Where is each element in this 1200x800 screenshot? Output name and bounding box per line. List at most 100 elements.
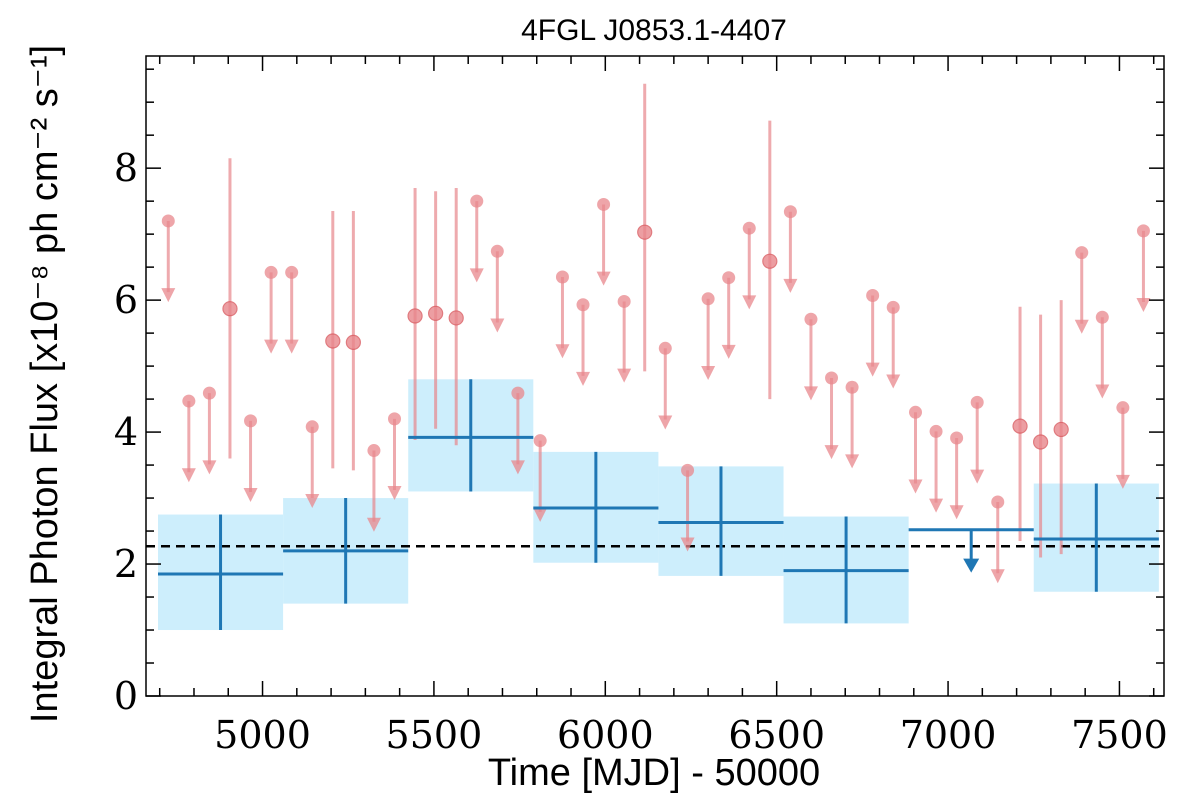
short-bin-point: [762, 253, 778, 269]
short-bin-point: [929, 424, 943, 438]
short-bin-point: [244, 414, 258, 428]
short-bin-upper-limit-arrow: [949, 505, 964, 520]
short-bin-point: [470, 194, 484, 208]
short-bin-point: [264, 265, 278, 279]
short-bin-point: [285, 265, 299, 279]
short-bin-point: [428, 305, 444, 321]
short-bin-point: [182, 394, 196, 408]
short-bin-point: [1116, 401, 1130, 415]
x-tick-label: 5000: [214, 713, 311, 757]
short-bin-point: [681, 463, 695, 477]
short-bin-upper-limit-arrow: [1136, 298, 1151, 313]
short-bin-upper-limit-arrow: [803, 386, 818, 401]
short-bin-point: [783, 205, 797, 219]
short-bin-point: [305, 420, 319, 434]
short-bin-point: [1075, 246, 1089, 260]
short-bin-upper-limit-arrow: [908, 479, 923, 494]
short-bin-upper-limit-arrow: [305, 493, 320, 508]
short-bin-upper-limit-arrow: [742, 295, 757, 310]
short-bin-point: [1033, 434, 1049, 450]
short-bin-upper-limit-arrow: [701, 365, 716, 380]
short-bin-upper-limit-arrow: [555, 344, 570, 359]
axis-ticks: 5000 5500 6000 6500 7000 7500 0 2 4 6 8: [114, 56, 1168, 757]
long-bin-upper-limit-arrow: [963, 558, 980, 573]
short-bin-point: [533, 434, 547, 448]
short-bin-point: [908, 405, 922, 419]
short-bin-upper-limit-arrow: [533, 507, 548, 522]
short-bin-point: [742, 221, 756, 235]
short-bin-point: [866, 289, 880, 303]
plot-area: [146, 83, 1164, 631]
short-bin-upper-limit-arrow: [824, 445, 839, 460]
short-bin-point: [637, 224, 653, 240]
short-bin-upper-limit-arrow: [510, 460, 525, 475]
short-bin-point: [970, 395, 984, 409]
short-bin-upper-limit-arrow: [264, 339, 279, 354]
short-bin-upper-limit-arrow: [576, 371, 591, 386]
short-bin-upper-limit-arrow: [1095, 384, 1110, 399]
short-bin-upper-limit-arrow: [469, 268, 484, 283]
short-bin-point: [1053, 421, 1069, 438]
short-bin-upper-limit-arrow: [1115, 474, 1130, 489]
short-bin-point: [991, 495, 1005, 509]
short-bin-upper-limit-arrow: [929, 498, 944, 513]
short-bin-upper-limit-arrow: [990, 569, 1005, 584]
short-bin-point: [658, 341, 672, 355]
x-tick-label: 6500: [728, 713, 825, 757]
short-bin-point: [202, 386, 216, 400]
plot-frame: [145, 55, 1165, 697]
short-bin-upper-limit-arrow: [658, 415, 673, 430]
short-bin-point: [511, 386, 525, 400]
short-bin-point: [161, 214, 175, 228]
short-bin-upper-limit-arrow: [865, 362, 880, 377]
short-bin-point: [886, 300, 900, 314]
short-bin-point: [950, 431, 964, 445]
short-bin-point: [1136, 224, 1150, 238]
short-bin-point: [825, 371, 839, 385]
y-tick-label: 4: [114, 410, 138, 454]
short-bin-upper-limit-arrow: [970, 469, 985, 484]
x-axis-label: Time [MJD] - 50000: [488, 752, 820, 794]
short-bin-upper-limit-arrow: [1074, 319, 1089, 334]
short-bin-point: [701, 292, 715, 306]
short-bin-point: [407, 308, 423, 324]
short-bin-point: [1095, 310, 1109, 324]
y-axis-label: Integral Photon Flux [x10⁻⁸ ph cm⁻² s⁻¹]: [24, 45, 66, 723]
short-bin-point: [222, 301, 238, 317]
short-bin-point: [448, 310, 464, 326]
short-bin-upper-limit-arrow: [202, 460, 217, 475]
short-bin-upper-limit-arrow: [680, 537, 695, 552]
x-tick-label: 5500: [386, 713, 483, 757]
short-bin-upper-limit-arrow: [161, 288, 176, 303]
x-tick-label: 6000: [557, 713, 654, 757]
y-tick-label: 6: [114, 278, 138, 322]
short-bin-point: [845, 380, 859, 394]
short-bin-point: [367, 444, 381, 458]
short-bin-upper-limit-arrow: [284, 339, 299, 354]
short-bin-point: [325, 333, 341, 349]
short-bin-point: [1012, 418, 1028, 434]
short-bin-point: [388, 412, 402, 426]
short-bin-point: [345, 334, 361, 350]
chart-title: 4FGL J0853.1-4407: [521, 14, 787, 47]
short-bin-point: [722, 271, 736, 285]
short-bin-point: [804, 312, 818, 326]
short-bin-point: [617, 294, 631, 308]
short-bin-upper-limit-arrow: [181, 468, 196, 483]
short-bin-upper-limit-arrow: [490, 318, 505, 333]
short-bin-point: [555, 270, 569, 284]
y-tick-label: 0: [114, 674, 138, 718]
x-tick-label: 7500: [1071, 713, 1168, 757]
short-bin-point: [576, 298, 590, 312]
short-bin-upper-limit-arrow: [366, 517, 381, 532]
short-bin-upper-limit-arrow: [596, 271, 611, 286]
x-tick-label: 7000: [900, 713, 997, 757]
short-bin-point: [490, 244, 504, 258]
short-bin-upper-limit-arrow: [721, 344, 736, 359]
short-bin-upper-limit-arrow: [783, 278, 798, 293]
short-bin-upper-limit-arrow: [617, 368, 632, 383]
short-bin-upper-limit-arrow: [387, 486, 402, 501]
y-tick-label: 2: [114, 542, 138, 586]
short-bin-upper-limit-arrow: [243, 488, 258, 503]
short-bin-upper-limit-arrow: [845, 454, 860, 469]
